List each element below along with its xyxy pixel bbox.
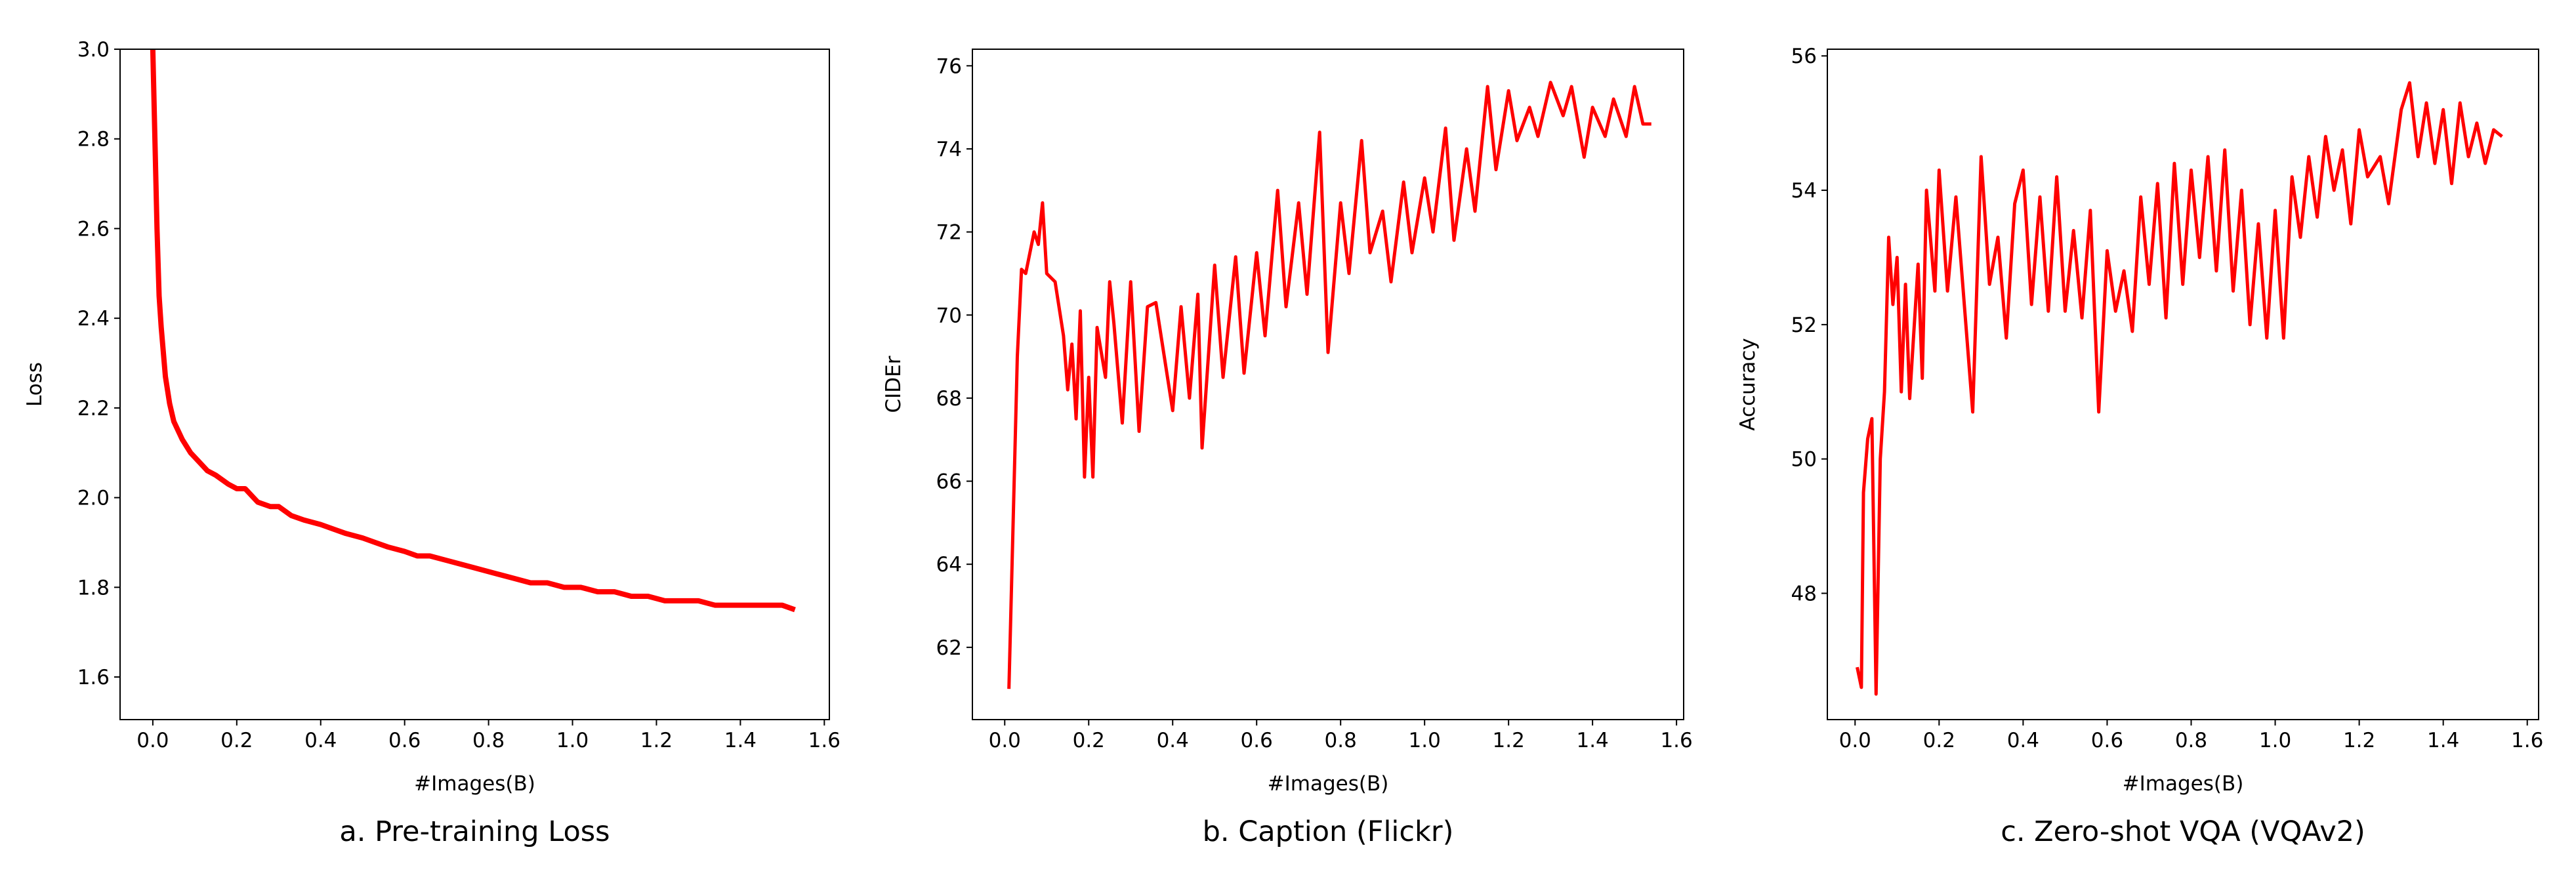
y-tick-label: 3.0 (77, 38, 110, 62)
y-tick-label: 76 (936, 54, 962, 78)
x-tick-label: 1.2 (640, 729, 673, 752)
subplot-caption: a. Pre-training Loss (339, 815, 610, 848)
y-tick-label: 72 (936, 221, 962, 245)
x-tick-label: 0.6 (1241, 729, 1273, 752)
x-tick-label: 0.4 (2007, 729, 2039, 752)
y-tick-label: 70 (936, 304, 962, 327)
y-tick-label: 50 (1791, 448, 1817, 472)
x-tick-label: 1.6 (2511, 729, 2543, 752)
x-tick-label: 0.0 (136, 729, 169, 752)
subplot-caption: c. Zero-shot VQA (VQAv2) (2001, 815, 2365, 848)
y-tick-label: 52 (1791, 314, 1817, 337)
x-tick-label: 1.6 (808, 729, 841, 752)
y-axis-label: Loss (23, 362, 47, 407)
x-tick-label: 0.4 (1157, 729, 1189, 752)
subplot: 0.0 0.2 0.4 0.6 0.8 1.0 1.2 1.4 1.6 48 50 52 54 56 #Im… (1736, 45, 2543, 848)
y-tick-label: 48 (1791, 582, 1817, 605)
x-tick-label: 0.2 (220, 729, 253, 752)
y-tick-label: 74 (936, 138, 962, 161)
axes-frame (119, 49, 830, 720)
y-tick-label: 64 (936, 553, 962, 577)
x-axis-label: #Images(B) (414, 772, 535, 796)
x-tick-label: 0.6 (2091, 729, 2123, 752)
x-tick-label: 1.2 (1493, 729, 1525, 752)
subplot: 0.0 0.2 0.4 0.6 0.8 1.0 1.2 1.4 1.6 62 64 66 68 70 72 7… (882, 49, 1693, 848)
x-tick-label: 0.6 (388, 729, 421, 752)
x-tick-label: 0.0 (989, 729, 1021, 752)
x-tick-label: 0.8 (2175, 729, 2207, 752)
y-tick-label: 68 (936, 387, 962, 411)
x-tick-label: 1.2 (2343, 729, 2375, 752)
y-tick-label: 1.6 (77, 666, 110, 689)
y-tick-label: 2.4 (77, 307, 110, 331)
x-tick-label: 1.0 (556, 729, 589, 752)
data-line (1856, 81, 2503, 696)
y-tick-label: 66 (936, 470, 962, 494)
x-tick-label: 1.4 (2427, 729, 2459, 752)
y-tick-label: 2.2 (77, 397, 110, 420)
x-tick-label: 0.0 (1839, 729, 1871, 752)
y-axis-label: CIDEr (882, 356, 905, 413)
axes-frame (972, 49, 1684, 720)
y-tick-label: 62 (936, 636, 962, 660)
y-axis-label: Accuracy (1736, 338, 1760, 431)
x-tick-label: 1.4 (1576, 729, 1608, 752)
y-tick-label: 1.8 (77, 576, 110, 600)
x-tick-label: 1.6 (1660, 729, 1692, 752)
data-line (1007, 81, 1652, 689)
subplot-caption: b. Caption (Flickr) (1203, 815, 1454, 848)
x-tick-label: 0.4 (304, 729, 337, 752)
y-tick-label: 2.8 (77, 128, 110, 152)
x-axis-label: #Images(B) (1268, 772, 1389, 796)
x-tick-label: 1.0 (1409, 729, 1441, 752)
y-tick-label: 2.6 (77, 217, 110, 241)
x-tick-label: 0.2 (1073, 729, 1105, 752)
subplot: 0.0 0.2 0.4 0.6 0.8 1.0 1.2 1.4 1.6 1.6 1.8 2.0 2.2 2… (23, 38, 841, 848)
x-axis-label: #Images(B) (2123, 772, 2244, 796)
x-tick-label: 0.8 (472, 729, 505, 752)
y-tick-label: 54 (1791, 179, 1817, 203)
x-tick-label: 1.0 (2259, 729, 2291, 752)
y-tick-label: 2.0 (77, 487, 110, 510)
x-tick-label: 1.4 (724, 729, 757, 752)
x-tick-label: 0.2 (1923, 729, 1955, 752)
y-tick-label: 56 (1791, 45, 1817, 68)
axes-frame (1827, 49, 2539, 720)
data-line (150, 49, 796, 613)
x-tick-label: 0.8 (1325, 729, 1357, 752)
